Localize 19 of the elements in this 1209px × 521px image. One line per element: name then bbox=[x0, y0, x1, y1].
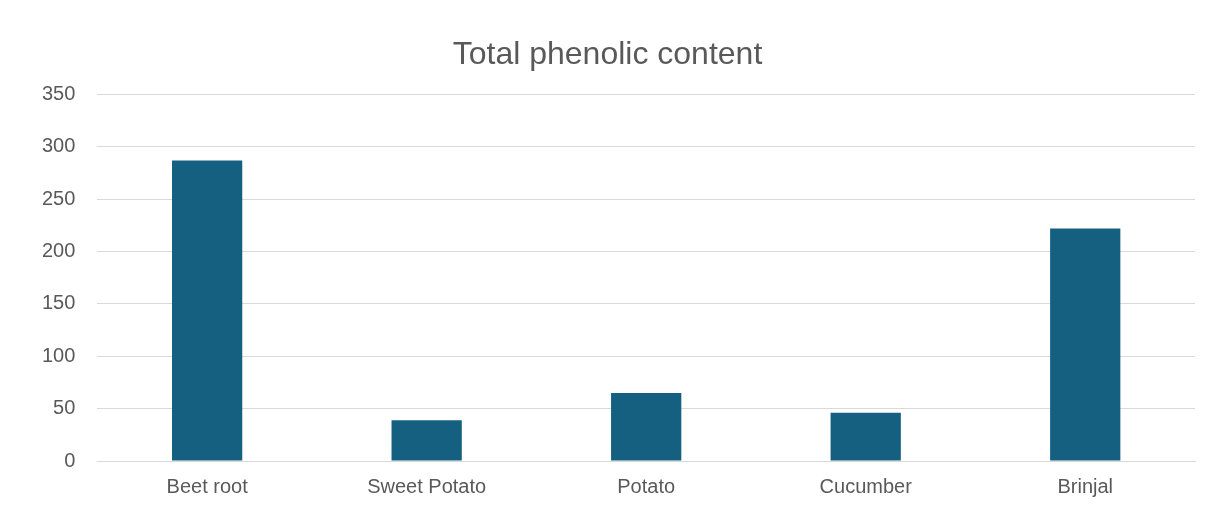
y-tick-label: 100 bbox=[41, 343, 76, 366]
y-tick-label: 200 bbox=[41, 239, 76, 262]
x-tick-label: Potato bbox=[617, 474, 676, 497]
y-tick-label: 50 bbox=[53, 396, 76, 419]
bar bbox=[1050, 228, 1121, 461]
x-tick-label: Brinjal bbox=[1057, 474, 1114, 497]
bar bbox=[611, 392, 682, 461]
y-tick-label: 0 bbox=[64, 448, 76, 471]
y-tick-label: 250 bbox=[41, 186, 76, 209]
x-tick-label: Sweet Potato bbox=[367, 474, 487, 497]
y-tick-label: 350 bbox=[41, 81, 76, 104]
x-tick-label: Cucumber bbox=[819, 474, 913, 497]
bar bbox=[391, 420, 462, 461]
bar bbox=[830, 412, 901, 461]
y-tick-label: 150 bbox=[41, 291, 76, 314]
y-tick-label: 300 bbox=[41, 134, 76, 157]
chart-title: Total phenolic content bbox=[452, 35, 763, 72]
bar bbox=[172, 160, 243, 461]
x-tick-label: Beet root bbox=[166, 474, 249, 497]
